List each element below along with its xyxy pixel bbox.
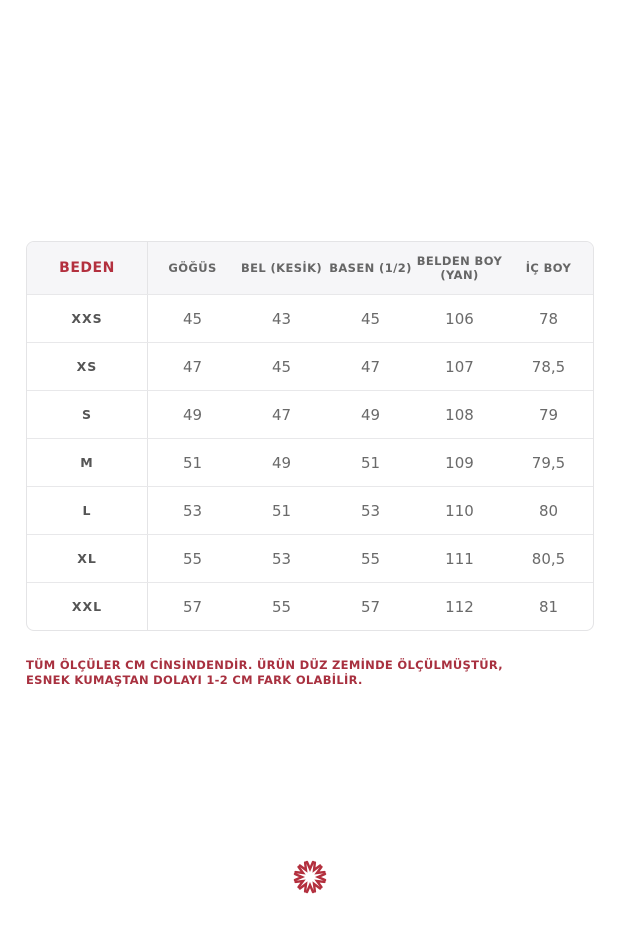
logo-stroke xyxy=(305,881,315,894)
header-ic-boy: İÇ BOY xyxy=(525,261,572,275)
size-table: BEDEN GÖĞÜS BEL (KESİK) BASEN (1/2) BELD… xyxy=(26,241,594,631)
table-row: XXS 45 43 45 106 78 xyxy=(27,294,593,342)
measurement-cell: 57 xyxy=(360,597,381,616)
header-belden-boy: BELDEN BOY (YAN) xyxy=(416,254,503,282)
logo-stroke xyxy=(294,879,306,889)
table-header-row: BEDEN GÖĞÜS BEL (KESİK) BASEN (1/2) BELD… xyxy=(27,242,593,294)
logo-stroke xyxy=(312,861,322,873)
header-gogus: GÖĞÜS xyxy=(168,261,217,275)
measurement-cell: 49 xyxy=(182,405,203,424)
measurement-cell: 51 xyxy=(271,501,292,520)
logo-stroke xyxy=(298,881,308,893)
table-row: S 49 47 49 108 79 xyxy=(27,390,593,438)
measurement-cell: 49 xyxy=(271,453,292,472)
measurement-cell: 53 xyxy=(360,501,381,520)
measurement-cell: 111 xyxy=(445,549,474,568)
measurement-cell: 55 xyxy=(271,597,292,616)
measurement-cell: 78 xyxy=(538,309,559,328)
logo-stroke xyxy=(312,881,322,893)
measurement-cell: 53 xyxy=(182,501,203,520)
measurement-cell: 45 xyxy=(182,309,203,328)
measurement-cell: 78,5 xyxy=(531,357,566,376)
measurement-cell: 107 xyxy=(445,357,474,376)
starburst-logo-icon xyxy=(293,860,327,894)
table-row: L 53 51 53 110 80 xyxy=(27,486,593,534)
size-label: XXL xyxy=(27,583,148,630)
measurement-cell: 79 xyxy=(538,405,559,424)
measurement-cell: 80 xyxy=(538,501,559,520)
size-label: S xyxy=(27,391,148,438)
measurement-cell: 47 xyxy=(182,357,203,376)
size-label: XS xyxy=(27,343,148,390)
measurement-cell: 55 xyxy=(360,549,381,568)
logo-stroke xyxy=(314,879,326,889)
measurement-note: TÜM ÖLÇÜLER CM CİNSİNDENDİR. ÜRÜN DÜZ ZE… xyxy=(26,658,546,688)
measurement-cell: 57 xyxy=(182,597,203,616)
measurement-cell: 110 xyxy=(445,501,474,520)
logo-stroke xyxy=(293,872,306,882)
size-label: XL xyxy=(27,535,148,582)
measurement-cell: 47 xyxy=(360,357,381,376)
measurement-cell: 79,5 xyxy=(531,453,566,472)
logo-stroke xyxy=(294,865,306,875)
measurement-cell: 112 xyxy=(445,597,474,616)
measurement-cell: 106 xyxy=(445,309,474,328)
measurement-cell: 47 xyxy=(271,405,292,424)
size-label: M xyxy=(27,439,148,486)
measurement-cell: 53 xyxy=(271,549,292,568)
measurement-cell: 55 xyxy=(182,549,203,568)
logo-stroke xyxy=(305,860,315,873)
size-label: XXS xyxy=(27,295,148,342)
header-bel: BEL (KESİK) xyxy=(240,261,323,275)
logo-stroke xyxy=(314,865,326,875)
note-line-2: ESNEK KUMAŞTAN DOLAYI 1-2 CM FARK OLABİL… xyxy=(26,673,363,687)
measurement-cell: 80,5 xyxy=(531,549,566,568)
header-beden: BEDEN xyxy=(27,242,148,294)
measurement-cell: 45 xyxy=(271,357,292,376)
measurement-cell: 81 xyxy=(538,597,559,616)
measurement-cell: 51 xyxy=(360,453,381,472)
measurement-cell: 43 xyxy=(271,309,292,328)
measurement-cell: 108 xyxy=(445,405,474,424)
size-label: L xyxy=(27,487,148,534)
measurement-cell: 51 xyxy=(182,453,203,472)
header-basen: BASEN (1/2) xyxy=(329,261,412,275)
table-row: XS 47 45 47 107 78,5 xyxy=(27,342,593,390)
measurement-cell: 109 xyxy=(445,453,474,472)
table-row: M 51 49 51 109 79,5 xyxy=(27,438,593,486)
measurement-cell: 45 xyxy=(360,309,381,328)
logo-stroke xyxy=(298,861,308,873)
note-line-1: TÜM ÖLÇÜLER CM CİNSİNDENDİR. ÜRÜN DÜZ ZE… xyxy=(26,658,503,672)
measurement-cell: 49 xyxy=(360,405,381,424)
table-row: XL 55 53 55 111 80,5 xyxy=(27,534,593,582)
logo-stroke xyxy=(314,872,327,882)
table-row: XXL 57 55 57 112 81 xyxy=(27,582,593,630)
